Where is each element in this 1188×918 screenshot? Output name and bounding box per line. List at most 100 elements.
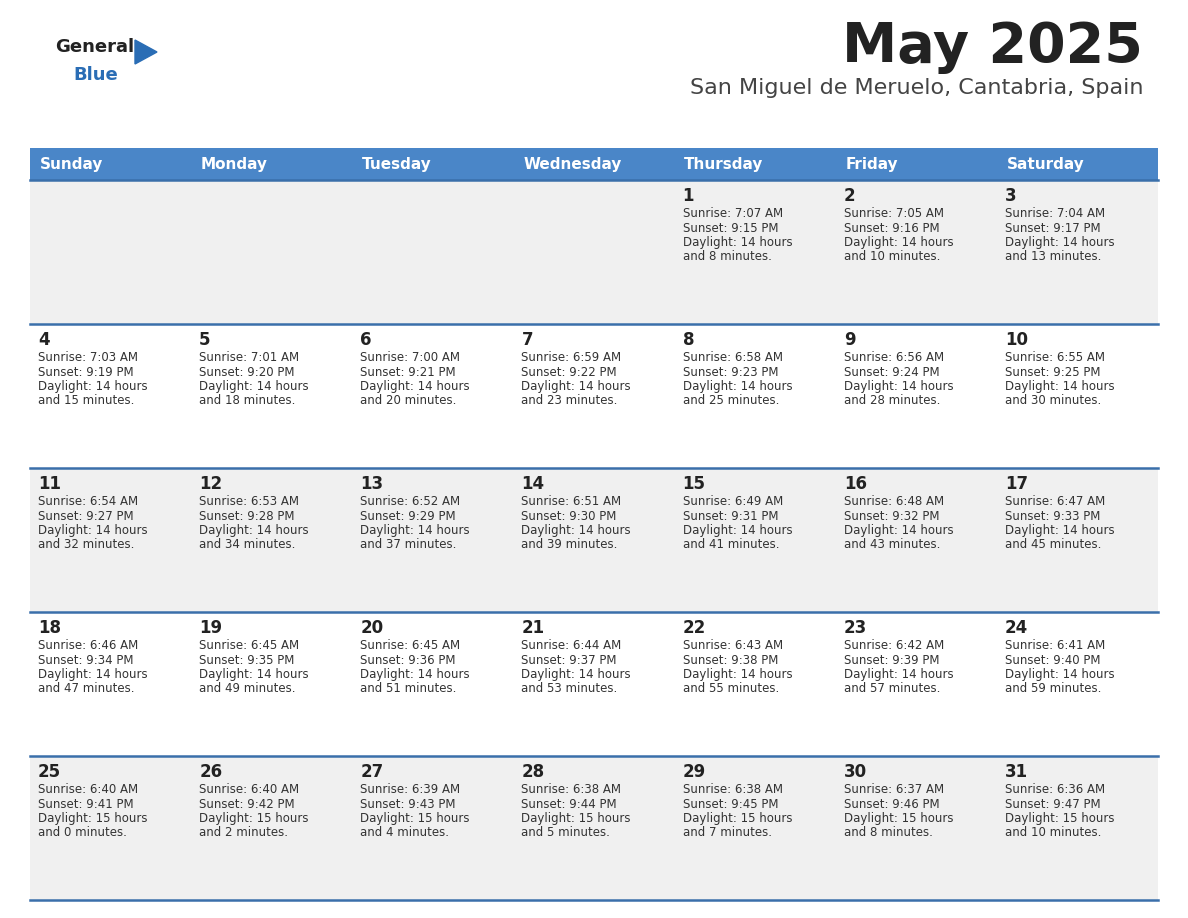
Text: Saturday: Saturday xyxy=(1006,156,1085,172)
Text: 11: 11 xyxy=(38,475,61,493)
Bar xyxy=(191,180,353,324)
Text: Sunset: 9:15 PM: Sunset: 9:15 PM xyxy=(683,221,778,234)
Text: Sunset: 9:23 PM: Sunset: 9:23 PM xyxy=(683,365,778,378)
Text: Daylight: 14 hours: Daylight: 14 hours xyxy=(1005,380,1114,393)
Bar xyxy=(997,468,1158,612)
Text: Daylight: 14 hours: Daylight: 14 hours xyxy=(360,668,470,681)
Text: Sunset: 9:27 PM: Sunset: 9:27 PM xyxy=(38,509,134,522)
Text: Daylight: 14 hours: Daylight: 14 hours xyxy=(38,380,147,393)
Text: Sunset: 9:17 PM: Sunset: 9:17 PM xyxy=(1005,221,1100,234)
Text: Friday: Friday xyxy=(846,156,898,172)
Text: Daylight: 14 hours: Daylight: 14 hours xyxy=(360,380,470,393)
Text: Sunrise: 7:01 AM: Sunrise: 7:01 AM xyxy=(200,351,299,364)
Bar xyxy=(353,468,513,612)
Text: Daylight: 15 hours: Daylight: 15 hours xyxy=(1005,812,1114,825)
Text: and 28 minutes.: and 28 minutes. xyxy=(843,395,940,408)
Text: Daylight: 14 hours: Daylight: 14 hours xyxy=(683,380,792,393)
Bar xyxy=(675,324,835,468)
Text: Sunrise: 6:51 AM: Sunrise: 6:51 AM xyxy=(522,495,621,508)
Bar xyxy=(835,324,997,468)
Text: 31: 31 xyxy=(1005,763,1028,781)
Bar xyxy=(675,612,835,756)
Text: 27: 27 xyxy=(360,763,384,781)
Bar xyxy=(513,756,675,900)
Text: Sunset: 9:21 PM: Sunset: 9:21 PM xyxy=(360,365,456,378)
Text: General: General xyxy=(55,38,134,56)
Text: Sunset: 9:22 PM: Sunset: 9:22 PM xyxy=(522,365,617,378)
Text: Thursday: Thursday xyxy=(684,156,764,172)
Bar xyxy=(513,468,675,612)
Text: Daylight: 15 hours: Daylight: 15 hours xyxy=(38,812,147,825)
Text: and 53 minutes.: and 53 minutes. xyxy=(522,682,618,696)
Text: 1: 1 xyxy=(683,187,694,205)
Bar xyxy=(835,756,997,900)
Text: Sunset: 9:47 PM: Sunset: 9:47 PM xyxy=(1005,798,1100,811)
Text: Sunrise: 6:42 AM: Sunrise: 6:42 AM xyxy=(843,639,944,652)
Text: 14: 14 xyxy=(522,475,544,493)
Text: Sunrise: 6:48 AM: Sunrise: 6:48 AM xyxy=(843,495,944,508)
Text: and 59 minutes.: and 59 minutes. xyxy=(1005,682,1101,696)
Bar xyxy=(191,324,353,468)
Bar xyxy=(997,324,1158,468)
Text: and 45 minutes.: and 45 minutes. xyxy=(1005,539,1101,552)
Text: Daylight: 14 hours: Daylight: 14 hours xyxy=(200,524,309,537)
Text: Sunrise: 7:00 AM: Sunrise: 7:00 AM xyxy=(360,351,460,364)
Text: and 4 minutes.: and 4 minutes. xyxy=(360,826,449,839)
Text: 2: 2 xyxy=(843,187,855,205)
Bar xyxy=(30,468,191,612)
Text: and 2 minutes.: and 2 minutes. xyxy=(200,826,289,839)
Text: 9: 9 xyxy=(843,331,855,349)
Bar xyxy=(191,756,353,900)
Text: 22: 22 xyxy=(683,619,706,637)
Text: Sunset: 9:33 PM: Sunset: 9:33 PM xyxy=(1005,509,1100,522)
Text: Daylight: 14 hours: Daylight: 14 hours xyxy=(200,380,309,393)
Text: Sunset: 9:39 PM: Sunset: 9:39 PM xyxy=(843,654,940,666)
Text: and 20 minutes.: and 20 minutes. xyxy=(360,395,456,408)
Bar xyxy=(30,148,191,180)
Text: Daylight: 14 hours: Daylight: 14 hours xyxy=(200,668,309,681)
Text: 18: 18 xyxy=(38,619,61,637)
Bar xyxy=(997,148,1158,180)
Text: Sunrise: 6:38 AM: Sunrise: 6:38 AM xyxy=(522,783,621,796)
Bar xyxy=(513,180,675,324)
Text: 28: 28 xyxy=(522,763,544,781)
Text: Daylight: 14 hours: Daylight: 14 hours xyxy=(683,668,792,681)
Text: Sunrise: 6:44 AM: Sunrise: 6:44 AM xyxy=(522,639,621,652)
Text: and 23 minutes.: and 23 minutes. xyxy=(522,395,618,408)
Text: 21: 21 xyxy=(522,619,544,637)
Bar xyxy=(513,612,675,756)
Bar xyxy=(30,324,191,468)
Text: Daylight: 14 hours: Daylight: 14 hours xyxy=(683,524,792,537)
Text: 10: 10 xyxy=(1005,331,1028,349)
Text: Sunset: 9:30 PM: Sunset: 9:30 PM xyxy=(522,509,617,522)
Text: Wednesday: Wednesday xyxy=(523,156,621,172)
Text: 19: 19 xyxy=(200,619,222,637)
Text: Sunset: 9:25 PM: Sunset: 9:25 PM xyxy=(1005,365,1100,378)
Bar xyxy=(675,756,835,900)
Bar xyxy=(835,180,997,324)
Text: Daylight: 14 hours: Daylight: 14 hours xyxy=(522,524,631,537)
Text: Sunset: 9:44 PM: Sunset: 9:44 PM xyxy=(522,798,617,811)
Text: Daylight: 15 hours: Daylight: 15 hours xyxy=(683,812,792,825)
Text: and 10 minutes.: and 10 minutes. xyxy=(1005,826,1101,839)
Bar xyxy=(353,148,513,180)
Text: Daylight: 14 hours: Daylight: 14 hours xyxy=(522,380,631,393)
Text: Daylight: 15 hours: Daylight: 15 hours xyxy=(360,812,469,825)
Text: Sunset: 9:36 PM: Sunset: 9:36 PM xyxy=(360,654,456,666)
Text: and 39 minutes.: and 39 minutes. xyxy=(522,539,618,552)
Bar xyxy=(30,756,191,900)
Text: Sunrise: 6:52 AM: Sunrise: 6:52 AM xyxy=(360,495,461,508)
Text: Sunrise: 6:41 AM: Sunrise: 6:41 AM xyxy=(1005,639,1105,652)
Text: Sunset: 9:28 PM: Sunset: 9:28 PM xyxy=(200,509,295,522)
Text: and 10 minutes.: and 10 minutes. xyxy=(843,251,940,263)
Text: Sunrise: 6:53 AM: Sunrise: 6:53 AM xyxy=(200,495,299,508)
Bar xyxy=(191,468,353,612)
Text: Sunset: 9:45 PM: Sunset: 9:45 PM xyxy=(683,798,778,811)
Text: 3: 3 xyxy=(1005,187,1017,205)
Text: Sunset: 9:20 PM: Sunset: 9:20 PM xyxy=(200,365,295,378)
Text: and 34 minutes.: and 34 minutes. xyxy=(200,539,296,552)
Text: Daylight: 14 hours: Daylight: 14 hours xyxy=(1005,236,1114,249)
Text: and 30 minutes.: and 30 minutes. xyxy=(1005,395,1101,408)
Text: Sunset: 9:40 PM: Sunset: 9:40 PM xyxy=(1005,654,1100,666)
Bar xyxy=(835,468,997,612)
